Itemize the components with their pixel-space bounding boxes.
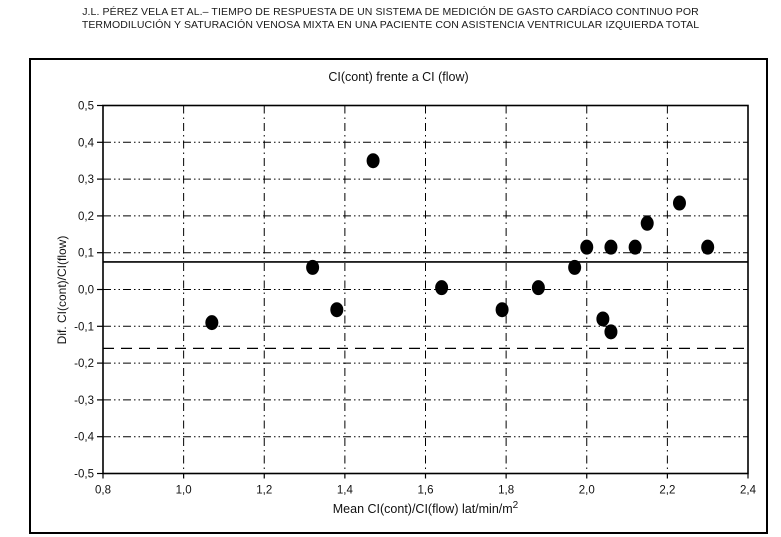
y-tick-label: 0,1: [78, 248, 94, 260]
data-point: [205, 315, 219, 331]
data-point: [568, 259, 582, 275]
x-tick-label: 1,6: [418, 485, 434, 497]
x-tick-label: 1,8: [498, 485, 514, 497]
data-point: [604, 324, 618, 340]
x-tick-label: 2,2: [659, 485, 675, 497]
paper-running-head-line2: TERMODILUCIÓN Y SATURACIÓN VENOSA MIXTA …: [81, 19, 700, 31]
x-tick-label: 0,8: [95, 485, 111, 497]
paper-running-head: J.L. PÉREZ VELA ET AL.– TIEMPO DE RESPUE…: [0, 6, 781, 32]
data-point: [330, 302, 344, 318]
data-point: [640, 215, 654, 231]
y-tick-label: -0,3: [74, 395, 94, 407]
y-tick-label: 0,3: [78, 174, 94, 186]
data-point: [701, 239, 715, 255]
y-tick-label: -0,4: [74, 432, 94, 444]
y-tick-label: -0,1: [74, 321, 94, 333]
x-axis-label-text: Mean CI(cont)/CI(flow) lat/min/m: [332, 502, 513, 517]
data-point: [628, 239, 642, 255]
data-point: [435, 280, 449, 296]
data-point: [495, 302, 509, 318]
data-point: [672, 195, 686, 211]
data-point: [596, 311, 610, 327]
x-tick-label: 2,4: [740, 485, 757, 497]
data-point: [604, 239, 618, 255]
data-point: [580, 239, 594, 255]
y-tick-label: 0,5: [78, 101, 94, 113]
paper-running-head-line1: J.L. PÉREZ VELA ET AL.– TIEMPO DE RESPUE…: [82, 6, 699, 18]
y-tick-label: 0,0: [78, 285, 94, 297]
y-axis-label: Dif. CI(cont)/CI(flow): [55, 235, 69, 345]
y-tick-label: -0,5: [74, 469, 94, 481]
x-tick-label: 1,2: [256, 485, 272, 497]
y-tick-label: 0,4: [78, 137, 95, 149]
x-tick-label: 1,4: [337, 485, 354, 497]
data-point: [366, 153, 380, 169]
data-point: [531, 280, 545, 296]
y-tick-label: 0,2: [78, 211, 94, 223]
plot-area-border: [102, 104, 749, 475]
x-axis-label: Mean CI(cont)/CI(flow) lat/min/m2: [103, 500, 748, 516]
x-axis-label-superscript: 2: [512, 500, 519, 511]
y-tick-label: -0,2: [74, 358, 94, 370]
x-tick-label: 1,0: [176, 485, 192, 497]
x-tick-label: 2,0: [579, 485, 595, 497]
chart-title: CI(cont) frente a CI (flow): [328, 70, 469, 84]
figure-frame: [29, 58, 768, 534]
data-point: [306, 259, 320, 275]
